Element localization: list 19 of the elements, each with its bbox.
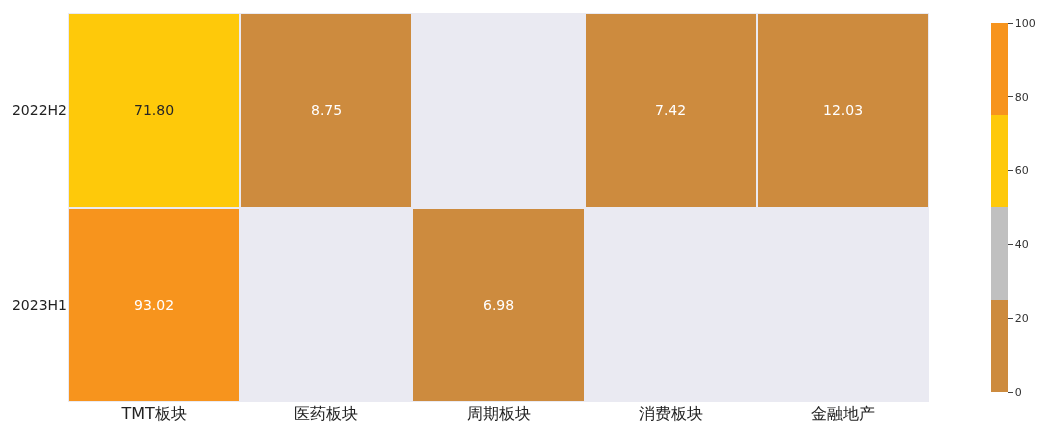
color-bar-label: 0 bbox=[1014, 385, 1022, 399]
x-tick-label: 金融地产 bbox=[810, 404, 875, 423]
color-bar-label: 40 bbox=[1014, 238, 1029, 252]
data-label: 93.02 bbox=[134, 297, 175, 313]
data-label: 6.98 bbox=[483, 297, 515, 313]
x-tick-label: 周期板块 bbox=[466, 404, 531, 423]
color-bar-label: 100 bbox=[1014, 16, 1036, 30]
data-label: 71.80 bbox=[134, 102, 175, 118]
data-label: 8.75 bbox=[311, 102, 343, 118]
x-tick-label: 医药板块 bbox=[294, 404, 359, 423]
color-bar-label: 60 bbox=[1014, 164, 1029, 178]
y-tick-label: 2023H1 bbox=[11, 296, 67, 313]
y-tick-label: 2022H2 bbox=[11, 102, 67, 119]
color-bar-label: 20 bbox=[1014, 312, 1029, 326]
color-bar-label: 80 bbox=[1014, 90, 1029, 104]
x-tick-label: TMT板块 bbox=[120, 404, 187, 423]
data-label: 12.03 bbox=[823, 102, 864, 118]
x-tick-label: 消费板块 bbox=[638, 404, 703, 423]
data-label: 7.42 bbox=[655, 102, 687, 118]
